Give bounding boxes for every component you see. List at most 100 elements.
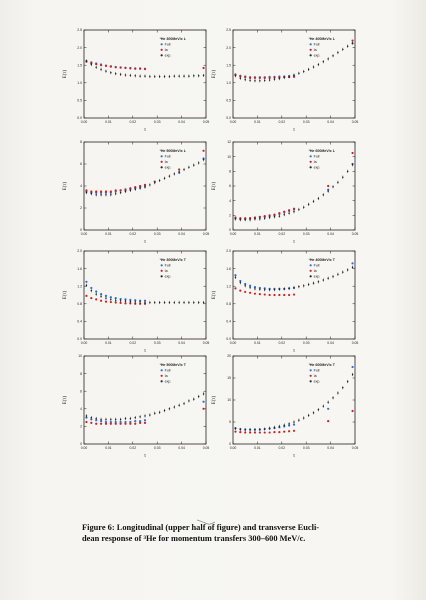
data-point [183, 402, 185, 405]
data-point [124, 417, 127, 420]
data-point [85, 415, 88, 417]
data-point [104, 422, 108, 425]
data-point [85, 294, 88, 297]
data-point [307, 68, 310, 71]
legend-entry: Full [314, 155, 320, 159]
legend-marker [160, 48, 163, 51]
data-point [268, 79, 271, 81]
data-point [202, 393, 205, 395]
legend-marker [160, 264, 163, 267]
x-tick-label: 0.04 [178, 232, 185, 236]
data-point [139, 67, 142, 70]
data-point [119, 191, 122, 194]
x-tick-label: 0.04 [178, 446, 185, 450]
data-point [346, 269, 349, 271]
y-tick-label: 10 [78, 354, 82, 358]
data-point [268, 293, 271, 297]
data-point [114, 296, 117, 300]
data-point [114, 189, 117, 192]
y-tick-label: 1.2 [226, 284, 231, 288]
y-axis-label: E(τ) [63, 395, 68, 404]
data-point [124, 188, 127, 191]
legend-marker [309, 155, 312, 158]
data-point [346, 45, 349, 47]
data-point [283, 76, 285, 79]
y-tick-label: 1.0 [226, 81, 231, 85]
data-point [327, 277, 329, 280]
data-point [234, 287, 237, 290]
data-point [134, 75, 136, 77]
data-point [263, 76, 266, 79]
data-point [104, 420, 108, 424]
data-point [158, 411, 161, 414]
data-point [114, 418, 117, 421]
legend-title: ³He 300MeV/c T [160, 258, 187, 262]
data-point [337, 181, 339, 184]
x-axis-label: τ [144, 454, 146, 459]
y-tick-label: 1.0 [77, 81, 82, 85]
plot-frame [83, 29, 207, 119]
y-tick-label: 20 [227, 354, 231, 358]
data-point [85, 420, 88, 424]
data-point [109, 420, 112, 424]
data-point [178, 75, 180, 77]
data-point [249, 218, 251, 221]
data-point [188, 400, 190, 402]
data-point [95, 417, 97, 420]
x-axis-label: τ [293, 349, 295, 354]
chart-panel-3: 0.00 0.01 0.02 0.03 0.04 0.05 0 2 4 6 8 τ E(τ) ³He 50… [63, 140, 209, 245]
data-point [105, 194, 107, 196]
legend-entry: Full [165, 264, 171, 268]
data-point [273, 213, 276, 216]
data-point [168, 75, 171, 78]
data-point [124, 302, 127, 305]
legend-entry: exp. [165, 275, 172, 279]
data-point [273, 78, 276, 81]
y-tick-label: 10 [227, 398, 231, 402]
chart-panel-7: 0.00 0.01 0.02 0.03 0.04 0.05 0 2 4 6 8 10 τ E(τ) ³He … [63, 354, 209, 459]
data-point [254, 218, 256, 220]
x-tick-label: 0.01 [105, 120, 112, 124]
data-point [119, 297, 122, 301]
chart-panel-1: 0.00 0.01 0.02 0.03 0.04 0.05 0.0 0.5 1.0 1.5 2.0 2… [63, 28, 209, 133]
legend-marker [309, 264, 312, 267]
data-point [202, 158, 205, 161]
data-point [202, 301, 205, 304]
data-point [346, 380, 349, 383]
x-tick-label: 0.03 [303, 120, 310, 124]
data-point [248, 76, 252, 79]
data-point [143, 419, 147, 422]
data-point [95, 190, 98, 193]
data-point [292, 207, 296, 210]
y-tick-label: 10 [227, 155, 231, 159]
data-point [95, 290, 98, 293]
data-point [298, 72, 300, 75]
data-point [322, 279, 325, 281]
data-point [202, 74, 205, 77]
data-point [90, 421, 93, 424]
data-point [104, 190, 108, 193]
data-point [248, 284, 252, 287]
data-point [278, 288, 281, 291]
data-point [173, 75, 176, 77]
x-tick-label: 0.02 [278, 446, 285, 450]
data-point [90, 192, 93, 195]
x-tick-label: 0.04 [327, 446, 334, 450]
x-tick-label: 0.00 [230, 232, 237, 236]
data-point [144, 415, 146, 417]
x-tick-label: 0.03 [154, 446, 161, 450]
legend-entry: exp. [165, 166, 172, 170]
data-point [263, 79, 266, 82]
data-point [346, 170, 349, 173]
data-point [312, 66, 315, 68]
data-point [351, 42, 354, 44]
data-point [129, 187, 132, 190]
x-tick-label: 0.05 [352, 446, 359, 450]
data-point [144, 186, 146, 188]
data-point [254, 288, 256, 290]
legend-marker [309, 380, 312, 383]
y-tick-label: 1.5 [77, 63, 82, 67]
data-point [244, 285, 246, 287]
data-point [183, 75, 185, 77]
y-tick-label: 2 [229, 214, 231, 218]
